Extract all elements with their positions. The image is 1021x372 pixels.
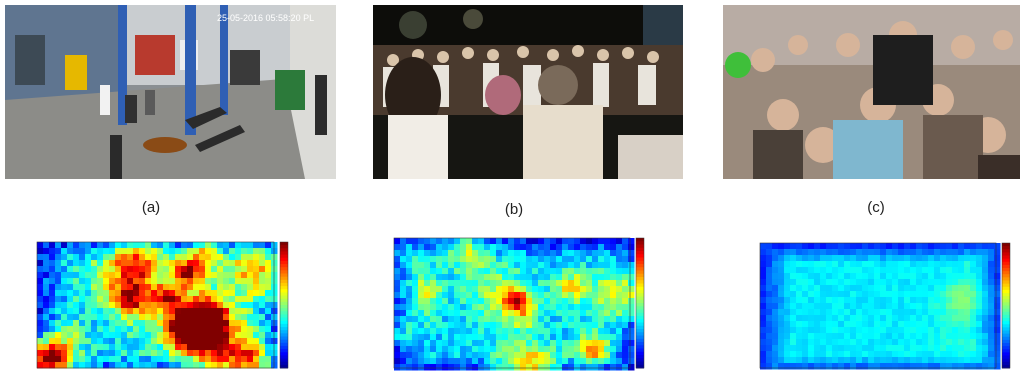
heatmap-low-variance [752, 241, 1011, 372]
heatmap-medium-variance [386, 236, 646, 372]
caption-c: (c) [867, 199, 885, 216]
heatmap-high-variance [29, 240, 290, 372]
night-dance-crowd-photo [373, 5, 683, 179]
caption-a: (a) [141, 199, 161, 216]
caption-b: (b) [504, 201, 524, 218]
garage-surveillance-photo: 25-05-2016 05:58:20 PL [5, 5, 336, 179]
street-crowd-photo [723, 5, 1020, 179]
timestamp-overlay: 25-05-2016 05:58:20 PL [217, 13, 314, 23]
